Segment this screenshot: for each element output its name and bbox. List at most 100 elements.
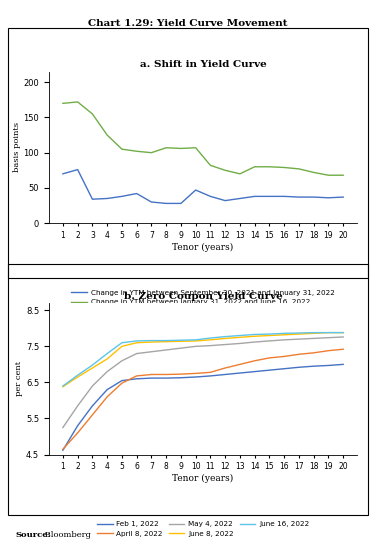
June 16, 2022 (134, 338, 139, 344)
June 8, 2022 (179, 338, 183, 344)
Change in YTM between September 30, 2021 and January 31, 2022 (76, 166, 80, 173)
Feb 1, 2022 (149, 375, 154, 381)
Feb 1, 2022 (208, 372, 213, 379)
Feb 1, 2022 (164, 375, 168, 381)
Feb 1, 2022 (341, 361, 346, 368)
Change in YTM between September 30, 2021 and January 31, 2022 (105, 195, 109, 202)
April 8, 2022 (76, 430, 80, 436)
Change in YTM between January 31, 2022 and June 16, 2022 (238, 170, 242, 177)
June 8, 2022 (164, 338, 168, 345)
June 16, 2022 (164, 337, 168, 344)
Change in YTM between January 31, 2022 and June 16, 2022 (341, 172, 346, 179)
Text: Source:: Source: (15, 531, 51, 539)
Change in YTM between September 30, 2021 and January 31, 2022 (61, 170, 65, 177)
June 16, 2022 (326, 329, 331, 336)
May 4, 2022 (282, 337, 287, 343)
Feb 1, 2022 (105, 386, 109, 393)
Change in YTM between September 30, 2021 and January 31, 2022 (341, 194, 346, 201)
June 16, 2022 (90, 362, 95, 369)
Feb 1, 2022 (297, 364, 301, 371)
June 8, 2022 (311, 330, 316, 337)
Change in YTM between January 31, 2022 and June 16, 2022 (61, 100, 65, 107)
May 4, 2022 (252, 339, 257, 345)
May 4, 2022 (149, 348, 154, 355)
May 4, 2022 (61, 424, 65, 431)
Feb 1, 2022 (267, 367, 272, 374)
June 8, 2022 (282, 332, 287, 338)
Change in YTM between January 31, 2022 and June 16, 2022 (179, 145, 183, 152)
Change in YTM between January 31, 2022 and June 16, 2022 (208, 162, 213, 169)
June 8, 2022 (326, 329, 331, 336)
Change in YTM between September 30, 2021 and January 31, 2022 (164, 200, 168, 207)
Change in YTM between January 31, 2022 and June 16, 2022 (326, 172, 331, 179)
Change in YTM between January 31, 2022 and June 16, 2022 (149, 149, 154, 156)
June 16, 2022 (252, 331, 257, 338)
April 8, 2022 (105, 393, 109, 400)
Title: a. Shift in Yield Curve: a. Shift in Yield Curve (139, 61, 267, 69)
Change in YTM between January 31, 2022 and June 16, 2022 (252, 164, 257, 170)
Change in YTM between September 30, 2021 and January 31, 2022 (193, 187, 198, 193)
June 16, 2022 (120, 339, 124, 346)
Change in YTM between September 30, 2021 and January 31, 2022 (120, 193, 124, 199)
June 8, 2022 (134, 339, 139, 346)
May 4, 2022 (311, 335, 316, 342)
April 8, 2022 (282, 353, 287, 360)
Line: May 4, 2022: May 4, 2022 (63, 337, 343, 428)
Change in YTM between January 31, 2022 and June 16, 2022 (311, 169, 316, 176)
April 8, 2022 (297, 351, 301, 358)
June 16, 2022 (149, 337, 154, 344)
June 16, 2022 (267, 331, 272, 337)
April 8, 2022 (134, 372, 139, 379)
April 8, 2022 (193, 370, 198, 377)
Change in YTM between January 31, 2022 and June 16, 2022 (105, 132, 109, 138)
Line: Feb 1, 2022: Feb 1, 2022 (63, 364, 343, 450)
June 8, 2022 (76, 374, 80, 380)
Legend: Change in YTM between September 30, 2021 and January 31, 2022, Change in YTM bet: Change in YTM between September 30, 2021… (68, 287, 338, 309)
May 4, 2022 (238, 340, 242, 347)
Change in YTM between September 30, 2021 and January 31, 2022 (252, 193, 257, 199)
June 8, 2022 (120, 343, 124, 350)
May 4, 2022 (105, 368, 109, 375)
Change in YTM between September 30, 2021 and January 31, 2022 (282, 193, 287, 199)
June 8, 2022 (267, 332, 272, 339)
May 4, 2022 (223, 341, 227, 348)
May 4, 2022 (297, 336, 301, 342)
Change in YTM between September 30, 2021 and January 31, 2022 (90, 196, 95, 203)
X-axis label: Tenor (years): Tenor (years) (173, 474, 233, 483)
June 16, 2022 (238, 332, 242, 339)
Change in YTM between January 31, 2022 and June 16, 2022 (223, 167, 227, 174)
June 8, 2022 (238, 334, 242, 341)
Line: June 8, 2022: June 8, 2022 (63, 333, 343, 387)
May 4, 2022 (208, 342, 213, 349)
Feb 1, 2022 (326, 362, 331, 369)
May 4, 2022 (90, 383, 95, 390)
May 4, 2022 (120, 358, 124, 364)
May 4, 2022 (76, 403, 80, 409)
Line: Change in YTM between September 30, 2021 and January 31, 2022: Change in YTM between September 30, 2021… (63, 170, 343, 203)
Text: Bloomberg: Bloomberg (42, 531, 91, 539)
Title: b. Zero Coupon Yield Curve: b. Zero Coupon Yield Curve (124, 292, 282, 301)
April 8, 2022 (61, 446, 65, 452)
Feb 1, 2022 (238, 370, 242, 376)
June 8, 2022 (149, 339, 154, 345)
Change in YTM between September 30, 2021 and January 31, 2022 (297, 194, 301, 201)
Line: June 16, 2022: June 16, 2022 (63, 333, 343, 386)
May 4, 2022 (134, 350, 139, 357)
Feb 1, 2022 (120, 377, 124, 384)
June 8, 2022 (252, 333, 257, 339)
Feb 1, 2022 (61, 447, 65, 453)
June 8, 2022 (193, 338, 198, 344)
April 8, 2022 (267, 355, 272, 361)
June 8, 2022 (90, 365, 95, 371)
Change in YTM between January 31, 2022 and June 16, 2022 (134, 148, 139, 155)
Text: Chart 1.29: Yield Curve Movement: Chart 1.29: Yield Curve Movement (88, 19, 288, 28)
June 16, 2022 (297, 329, 301, 336)
June 16, 2022 (179, 337, 183, 343)
Feb 1, 2022 (311, 363, 316, 370)
May 4, 2022 (341, 334, 346, 341)
April 8, 2022 (223, 365, 227, 371)
June 16, 2022 (311, 329, 316, 336)
April 8, 2022 (252, 358, 257, 364)
May 4, 2022 (164, 347, 168, 353)
Line: Change in YTM between January 31, 2022 and June 16, 2022: Change in YTM between January 31, 2022 a… (63, 102, 343, 175)
